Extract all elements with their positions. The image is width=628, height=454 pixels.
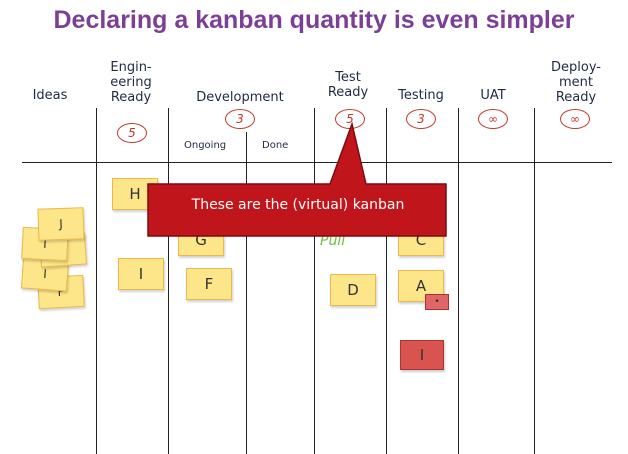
card-testing-blocked: I bbox=[400, 340, 444, 370]
card-engineering: I bbox=[118, 258, 164, 290]
column-header-deployment-ready: Deploy- ment Ready bbox=[551, 60, 601, 105]
subcolumn-ongoing: Ongoing bbox=[184, 140, 227, 151]
subcolumn-done: Done bbox=[262, 140, 289, 151]
column-header-engineering-ready: Engin- eering Ready bbox=[110, 60, 152, 105]
wip-limit-testing: 3 bbox=[406, 109, 436, 129]
column-header-development: Development bbox=[196, 90, 284, 105]
blocker-marker: • bbox=[425, 294, 449, 310]
column-divider bbox=[386, 108, 387, 454]
column-divider bbox=[96, 108, 97, 454]
card-development: F bbox=[186, 268, 232, 300]
card-test-ready: D bbox=[330, 274, 376, 306]
column-divider bbox=[168, 108, 169, 454]
column-header-testing: Testing bbox=[398, 88, 444, 103]
column-header-uat: UAT bbox=[480, 88, 506, 103]
wip-limit-engineering: 5 bbox=[117, 123, 147, 143]
wip-limit-uat: ∞ bbox=[478, 109, 508, 129]
pull-label: Pull bbox=[320, 233, 346, 249]
board-header-divider bbox=[22, 162, 612, 163]
column-divider bbox=[314, 108, 315, 454]
column-divider bbox=[458, 108, 459, 454]
wip-limit-development: 3 bbox=[225, 109, 255, 129]
wip-limit-deployment: ∞ bbox=[560, 109, 590, 129]
callout-text: These are the (virtual) kanban bbox=[191, 197, 405, 213]
column-divider bbox=[246, 132, 247, 454]
column-header-ideas: Ideas bbox=[32, 88, 68, 103]
column-divider bbox=[534, 108, 535, 454]
column-header-test-ready: Test Ready bbox=[327, 70, 369, 100]
slide-title: Declaring a kanban quantity is even simp… bbox=[53, 6, 575, 34]
